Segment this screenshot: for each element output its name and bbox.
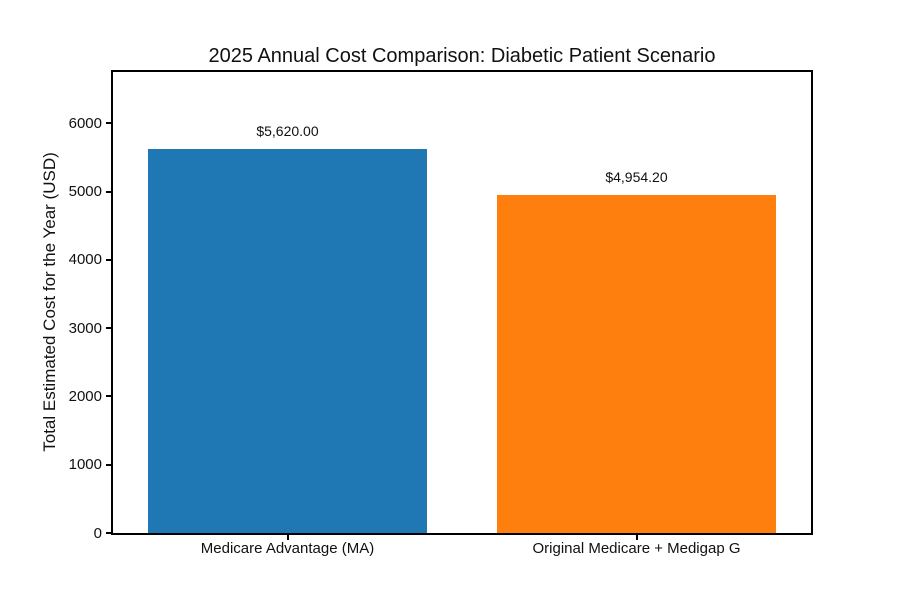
x-axis-tick-label: Medicare Advantage (MA): [200, 540, 375, 557]
y-axis-tick: [106, 395, 111, 398]
y-axis-tick-label: 1000: [68, 456, 102, 474]
y-axis-tick: [106, 532, 111, 534]
y-axis-tick: [106, 327, 111, 330]
y-axis-tick: [106, 258, 111, 261]
y-axis-tick-label: 0: [93, 524, 102, 542]
x-axis-tick: [286, 535, 289, 540]
y-axis-tick: [106, 463, 111, 466]
y-axis-tick-label: 3000: [68, 319, 102, 337]
bar-1: [147, 149, 428, 533]
y-axis-tick-label: 5000: [68, 183, 102, 201]
x-axis-tick-label: Original Medicare + Medigap G: [532, 540, 741, 557]
y-axis-tick: [106, 122, 111, 125]
bar-value-label: $4,954.20: [605, 168, 668, 185]
y-axis-tick-label: 4000: [68, 251, 102, 269]
x-axis-tick: [635, 535, 638, 540]
chart-title: 2025 Annual Cost Comparison: Diabetic Pa…: [208, 45, 716, 67]
y-axis-label: Total Estimated Cost for the Year (USD): [40, 152, 59, 452]
plot-area: [111, 70, 813, 535]
y-axis-tick: [106, 190, 111, 193]
y-axis-tick-label: 6000: [68, 114, 102, 132]
bar-value-label: $5,620.00: [256, 123, 319, 140]
bar-2: [496, 194, 777, 533]
y-axis-tick-label: 2000: [68, 387, 102, 405]
